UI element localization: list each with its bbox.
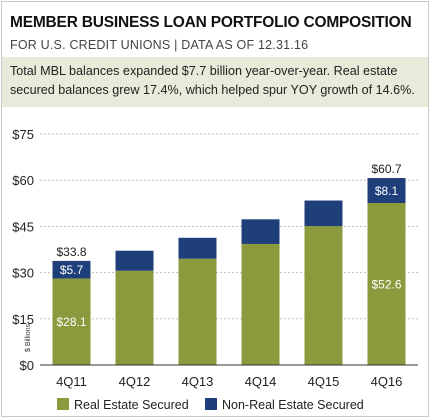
x-tick-label: 4Q12	[119, 374, 151, 389]
y-tick-label: $75	[12, 127, 34, 142]
bar-real-estate-secured	[52, 278, 91, 365]
segment-data-label: $28.1	[56, 315, 86, 329]
bar-real-estate-secured	[304, 226, 343, 365]
chart-title: MEMBER BUSINESS LOAN PORTFOLIO COMPOSITI…	[10, 14, 412, 31]
y-tick-label: $30	[12, 266, 34, 281]
legend-label: Non-Real Estate Secured	[222, 398, 364, 412]
total-data-label: $60.7	[371, 162, 401, 176]
summary-box: Total MBL balances expanded $7.7 billion…	[2, 57, 428, 107]
bar-non-real-estate-secured	[178, 237, 217, 259]
bar-non-real-estate-secured	[241, 219, 280, 244]
total-data-label: $33.8	[56, 245, 86, 259]
x-tick-label: 4Q14	[245, 374, 277, 389]
y-tick-label: $15	[12, 312, 34, 327]
summary-line-2: secured balances grew 17.4%, which helpe…	[10, 83, 415, 97]
legend-label: Real Estate Secured	[74, 398, 189, 412]
y-tick-label: $60	[12, 173, 34, 188]
bar-non-real-estate-secured	[367, 178, 406, 203]
bar-real-estate-secured	[115, 270, 154, 365]
chart-subtitle: FOR U.S. CREDIT UNIONS | DATA AS OF 12.3…	[10, 38, 309, 52]
bar-non-real-estate-secured	[304, 200, 343, 227]
segment-data-label: $52.6	[371, 277, 401, 291]
bar-real-estate-secured	[178, 258, 217, 365]
x-tick-label: 4Q15	[308, 374, 340, 389]
segment-data-label: $5.7	[60, 263, 84, 277]
x-tick-label: 4Q13	[182, 374, 214, 389]
x-tick-label: 4Q16	[371, 374, 403, 389]
bar-real-estate-secured	[367, 202, 406, 365]
y-axis-label: $ Billions	[25, 323, 32, 352]
legend-swatch-non-real-estate-secured	[205, 398, 217, 410]
segment-data-label: $8.1	[375, 184, 399, 198]
x-tick-label: 4Q11	[56, 374, 87, 389]
y-tick-label: $0	[20, 358, 34, 373]
bar-real-estate-secured	[241, 243, 280, 365]
bar-non-real-estate-secured	[115, 250, 154, 271]
summary-line-1: Total MBL balances expanded $7.7 billion…	[10, 64, 398, 78]
bar-non-real-estate-secured	[52, 260, 91, 279]
legend-swatch-real-estate-secured	[57, 398, 69, 410]
y-tick-label: $45	[12, 219, 34, 234]
